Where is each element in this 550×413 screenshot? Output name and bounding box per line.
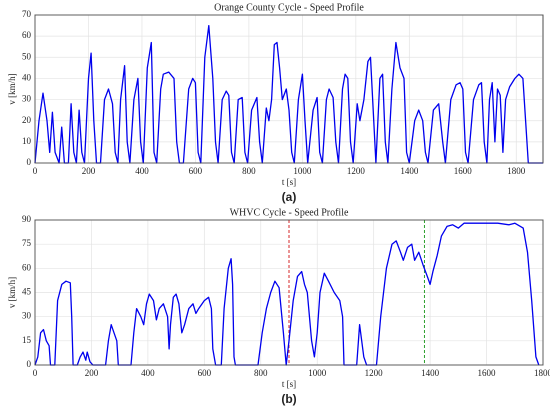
y-tick-label: 50 bbox=[22, 51, 32, 61]
x-tick-label: 0 bbox=[33, 166, 38, 176]
speed-line bbox=[34, 24, 543, 164]
x-tick-label: 1400 bbox=[421, 368, 440, 378]
chart-title: Orange County Cycle - Speed Profile bbox=[214, 2, 364, 13]
x-tick-label: 1800 bbox=[507, 166, 526, 176]
x-tick-label: 600 bbox=[198, 368, 212, 378]
y-tick-label: 20 bbox=[22, 115, 32, 125]
x-axis-label: t [s] bbox=[282, 177, 296, 187]
x-tick-label: 600 bbox=[189, 166, 203, 176]
y-tick-label: 70 bbox=[22, 9, 32, 19]
x-tick-label: 1000 bbox=[308, 368, 327, 378]
y-tick-label: 45 bbox=[22, 287, 32, 297]
y-axis-label: v [km/h] bbox=[7, 277, 17, 308]
y-axis-label: v [km/h] bbox=[7, 73, 17, 104]
x-tick-label: 200 bbox=[82, 166, 96, 176]
plot-frame bbox=[34, 14, 544, 164]
plot-frame bbox=[34, 219, 544, 366]
x-tick-label: 1000 bbox=[293, 166, 312, 176]
caption: (b) bbox=[281, 392, 296, 406]
x-tick-label: 1400 bbox=[400, 166, 419, 176]
x-tick-label: 0 bbox=[33, 368, 38, 378]
x-tick-label: 800 bbox=[254, 368, 268, 378]
y-tick-label: 10 bbox=[22, 136, 32, 146]
plot-area bbox=[34, 14, 544, 164]
y-tick-label: 90 bbox=[22, 214, 32, 224]
chart-title: WHVC Cycle - Speed Profile bbox=[230, 207, 349, 218]
x-tick-label: 1600 bbox=[478, 368, 497, 378]
y-tick-label: 0 bbox=[27, 359, 32, 369]
y-tick-label: 15 bbox=[22, 335, 32, 345]
x-tick-label: 400 bbox=[135, 166, 149, 176]
y-tick-label: 60 bbox=[22, 30, 32, 40]
y-tick-label: 0 bbox=[27, 157, 32, 167]
y-tick-label: 30 bbox=[22, 311, 32, 321]
x-tick-label: 1600 bbox=[454, 166, 473, 176]
y-tick-label: 60 bbox=[22, 262, 32, 272]
y-tick-label: 30 bbox=[22, 94, 32, 104]
x-tick-label: 400 bbox=[141, 368, 155, 378]
x-tick-label: 200 bbox=[85, 368, 99, 378]
x-tick-label: 800 bbox=[242, 166, 256, 176]
x-tick-label: 1200 bbox=[347, 166, 366, 176]
x-axis-label: t [s] bbox=[282, 379, 296, 389]
x-tick-label: 1200 bbox=[365, 368, 384, 378]
x-tick-label: 1800 bbox=[534, 368, 550, 378]
y-tick-label: 40 bbox=[22, 72, 32, 82]
caption: (a) bbox=[282, 190, 297, 204]
y-tick-label: 75 bbox=[22, 238, 32, 248]
